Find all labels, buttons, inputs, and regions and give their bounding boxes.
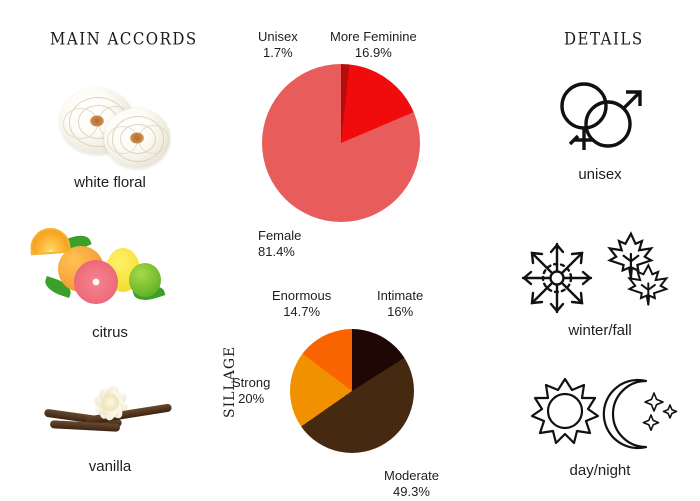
rose-right-icon: [104, 108, 170, 168]
sillage-pie-graphic: [290, 329, 414, 453]
detail-item-day-night: day/night: [505, 368, 695, 479]
detail-item-unisex: unisex: [505, 72, 695, 183]
snowflake-and-maple-leaves-icon: [505, 228, 695, 320]
grapefruit-half-icon: [74, 260, 118, 304]
main-accords-heading: MAIN ACCORDS: [50, 28, 198, 50]
detail-item-winter-fall: winter/fall: [505, 228, 695, 339]
accord-item-vanilla: vanilla: [15, 362, 205, 475]
pie-label-moderate: Moderate 49.3%: [384, 468, 439, 500]
accord-label: citrus: [92, 324, 128, 341]
accord-label: vanilla: [88, 458, 132, 475]
gender-pie-graphic: [262, 64, 420, 222]
pie-label-strong: Strong 20%: [232, 375, 271, 407]
accord-item-citrus: citrus: [15, 226, 205, 341]
unisex-gender-symbol-icon: [505, 72, 695, 164]
pie-label-enormous: Enormous 14.7%: [272, 288, 332, 320]
orange-wedge-icon: [29, 226, 71, 256]
white-rose-image: [30, 78, 190, 170]
detail-label: winter/fall: [568, 322, 632, 339]
citrus-fruit-image: [29, 226, 190, 320]
vanilla-blossom-icon: [82, 378, 138, 428]
details-heading: DETAILS: [564, 28, 644, 50]
accord-item-white-floral: white floral: [15, 78, 205, 191]
pie-label-female: Female 81.4%: [258, 228, 302, 260]
vanilla-flower-image: [30, 362, 190, 454]
detail-label: day/night: [569, 462, 631, 479]
pie-label-more-feminine: More Feminine 16.9%: [330, 29, 417, 61]
accord-label: white floral: [74, 174, 146, 191]
pie-label-intimate: Intimate 16%: [377, 288, 424, 320]
lime-icon: [129, 263, 161, 297]
pie-label-unisex: Unisex 1.7%: [258, 29, 298, 61]
detail-label: unisex: [578, 166, 622, 183]
sun-and-moon-icon: [505, 368, 695, 460]
